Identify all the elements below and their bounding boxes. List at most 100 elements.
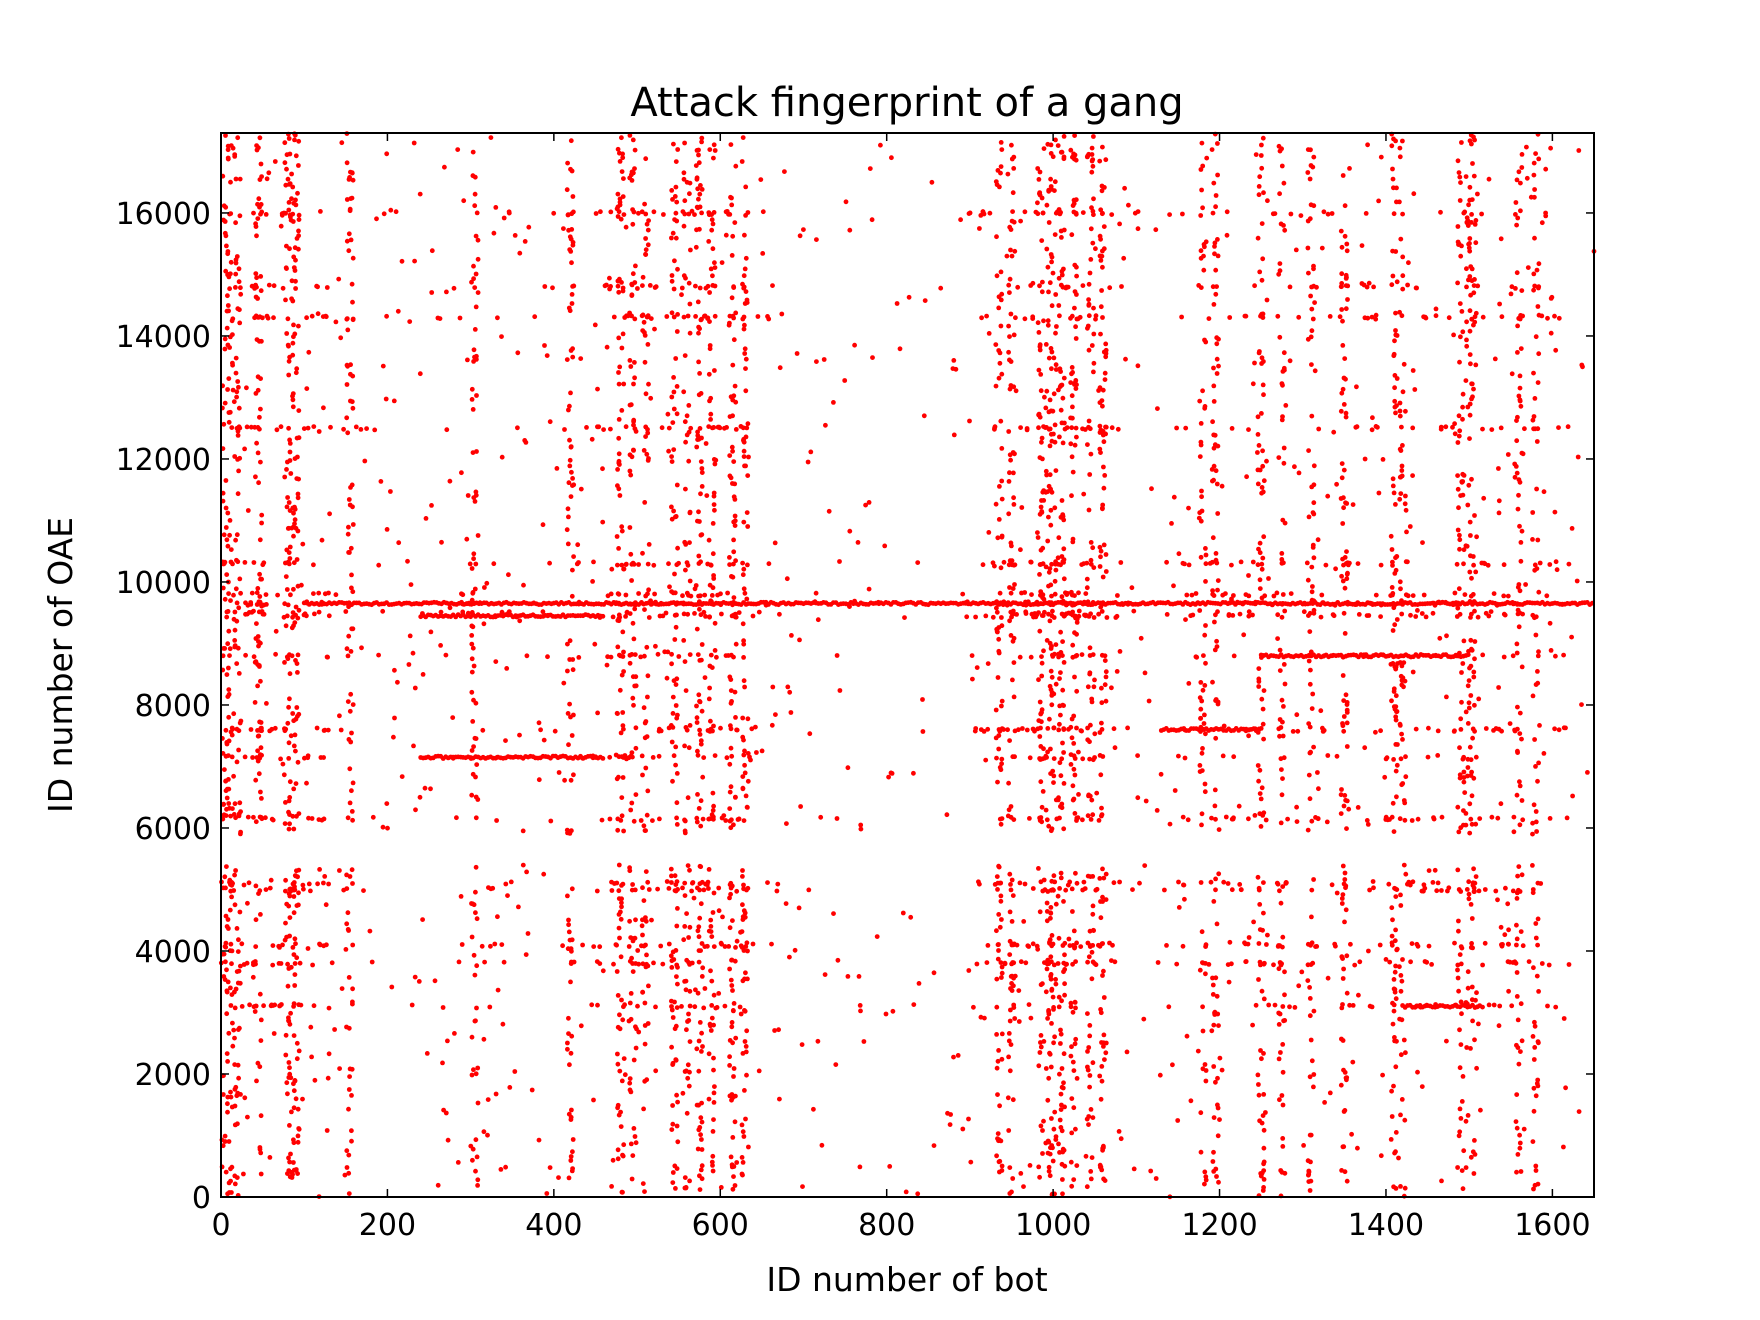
data-point (642, 735, 648, 741)
data-point (666, 941, 672, 947)
data-point (1266, 1002, 1272, 1008)
data-point (710, 551, 716, 557)
data-point (253, 883, 259, 889)
data-point (1091, 331, 1097, 337)
data-point (1516, 393, 1522, 399)
data-point (1022, 209, 1028, 215)
data-point (1061, 266, 1066, 272)
data-point (997, 360, 1003, 366)
data-point (1090, 163, 1096, 169)
data-point (232, 644, 238, 650)
data-point (341, 426, 346, 432)
data-point (304, 315, 309, 321)
data-point (1338, 1082, 1344, 1088)
data-point (1466, 245, 1472, 251)
data-point (1036, 177, 1042, 182)
data-point (1099, 813, 1104, 819)
data-point (1056, 303, 1062, 308)
data-point (737, 1004, 743, 1010)
data-point (1109, 425, 1115, 431)
data-point (499, 942, 505, 947)
data-point (315, 284, 320, 290)
data-point (1464, 543, 1470, 549)
data-point (1038, 779, 1044, 785)
data-point (670, 711, 676, 716)
data-point (627, 525, 633, 530)
data-point (1463, 378, 1469, 383)
data-point (1364, 818, 1370, 823)
data-point (570, 483, 575, 488)
data-point (745, 210, 751, 215)
data-point (1342, 1108, 1348, 1113)
data-point (1203, 1068, 1209, 1073)
data-point (350, 780, 356, 786)
data-point (672, 194, 678, 199)
data-point (770, 283, 775, 288)
data-point (628, 1141, 634, 1147)
data-point (1088, 1107, 1094, 1112)
data-point (693, 283, 698, 289)
data-point (729, 295, 735, 301)
data-point (706, 928, 712, 934)
data-point (1215, 587, 1220, 593)
data-point (1393, 894, 1399, 899)
data-point (259, 209, 265, 215)
data-point (740, 785, 746, 791)
data-point (306, 815, 311, 821)
data-point (1089, 205, 1094, 211)
data-point (475, 1065, 481, 1071)
data-point (646, 381, 651, 387)
data-point (1015, 284, 1021, 290)
data-point (1398, 586, 1403, 592)
data-point (712, 260, 717, 266)
data-point (1392, 938, 1398, 944)
data-point (623, 614, 628, 619)
data-point (1309, 914, 1314, 920)
data-point (233, 285, 238, 290)
data-point (1200, 1028, 1206, 1034)
data-point (1461, 210, 1467, 216)
data-point (1515, 607, 1521, 613)
data-point (295, 528, 301, 534)
data-point (235, 135, 241, 141)
data-point (1101, 464, 1106, 470)
data-point (699, 210, 704, 216)
data-point (1397, 145, 1403, 151)
data-point (298, 1002, 304, 1008)
data-point (617, 150, 622, 156)
data-point (679, 285, 685, 291)
data-point (1390, 917, 1395, 923)
data-point (683, 978, 689, 984)
data-point (675, 147, 681, 152)
data-point (241, 962, 247, 967)
data-point (1339, 901, 1345, 906)
data-point (686, 1083, 692, 1089)
data-point (231, 1027, 237, 1033)
data-point (640, 550, 645, 556)
data-point (1097, 1073, 1103, 1079)
data-point (1466, 482, 1472, 488)
data-point (281, 772, 287, 778)
data-point (296, 890, 301, 896)
data-point (674, 815, 679, 821)
data-point (740, 874, 745, 879)
data-point (1111, 880, 1117, 886)
data-point (1203, 546, 1208, 551)
data-point (471, 347, 477, 353)
data-point (1203, 731, 1208, 737)
data-point (1211, 399, 1217, 404)
data-point (1466, 700, 1472, 706)
data-point (1342, 631, 1348, 636)
data-point (1469, 821, 1475, 827)
data-point (1467, 184, 1473, 190)
data-point (1472, 222, 1478, 227)
data-point (295, 713, 300, 719)
data-point (1010, 450, 1016, 455)
data-point (728, 784, 734, 790)
data-point (701, 755, 707, 760)
data-point (1052, 188, 1057, 194)
data-point (632, 935, 638, 941)
data-point (742, 346, 748, 352)
data-point (479, 943, 485, 949)
data-point (470, 901, 476, 907)
